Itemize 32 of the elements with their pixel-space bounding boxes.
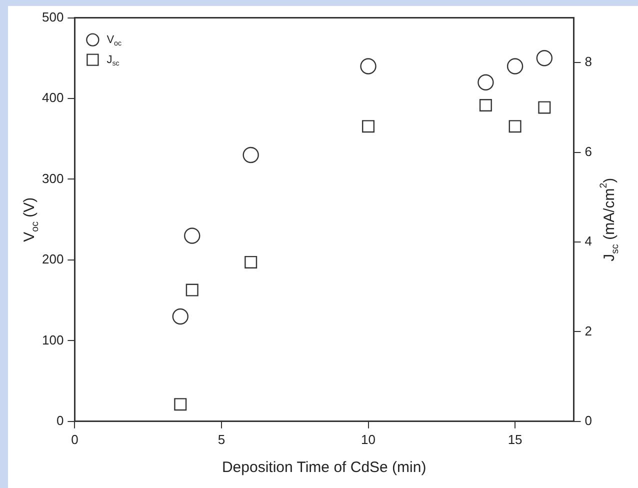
- point: [508, 120, 522, 133]
- point: [479, 98, 492, 112]
- point: [536, 50, 553, 66]
- y2-tick-label: 4: [584, 234, 592, 249]
- point: [506, 58, 524, 74]
- x-tick-label: 5: [218, 432, 226, 447]
- y-tick-label: 200: [42, 252, 64, 267]
- y2-axis-title: Jsc (mA/cm2): [598, 178, 621, 262]
- x-axis-title: Deposition Time of CdSe (min): [222, 459, 426, 476]
- y-axis-title: Voc (V): [21, 197, 41, 242]
- point: [538, 101, 551, 114]
- y2-tick-label: 8: [584, 54, 592, 70]
- point: [362, 120, 375, 133]
- y2-tick-label: 0: [584, 412, 592, 428]
- y2-tick-label: 2: [584, 323, 592, 338]
- point: [186, 284, 198, 296]
- x-tick-label: 15: [508, 432, 522, 447]
- point: [478, 74, 494, 90]
- x-tick-label: 0: [71, 432, 78, 447]
- y-tick-label: 500: [42, 9, 64, 24]
- point: [172, 308, 188, 325]
- point: [184, 228, 200, 244]
- y2-tick-label: 6: [584, 144, 592, 159]
- point: [360, 58, 376, 74]
- y-tick-label: 400: [42, 90, 64, 106]
- x-tick-label: 10: [361, 432, 376, 447]
- y-tick-label: 300: [42, 170, 64, 186]
- y-tick-label: 100: [42, 332, 64, 348]
- point: [244, 256, 258, 268]
- point: [242, 146, 259, 164]
- y-tick-label: 0: [56, 412, 64, 428]
- point: [174, 398, 187, 411]
